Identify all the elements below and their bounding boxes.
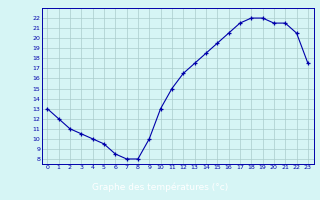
Text: Graphe des températures (°c): Graphe des températures (°c) — [92, 182, 228, 192]
